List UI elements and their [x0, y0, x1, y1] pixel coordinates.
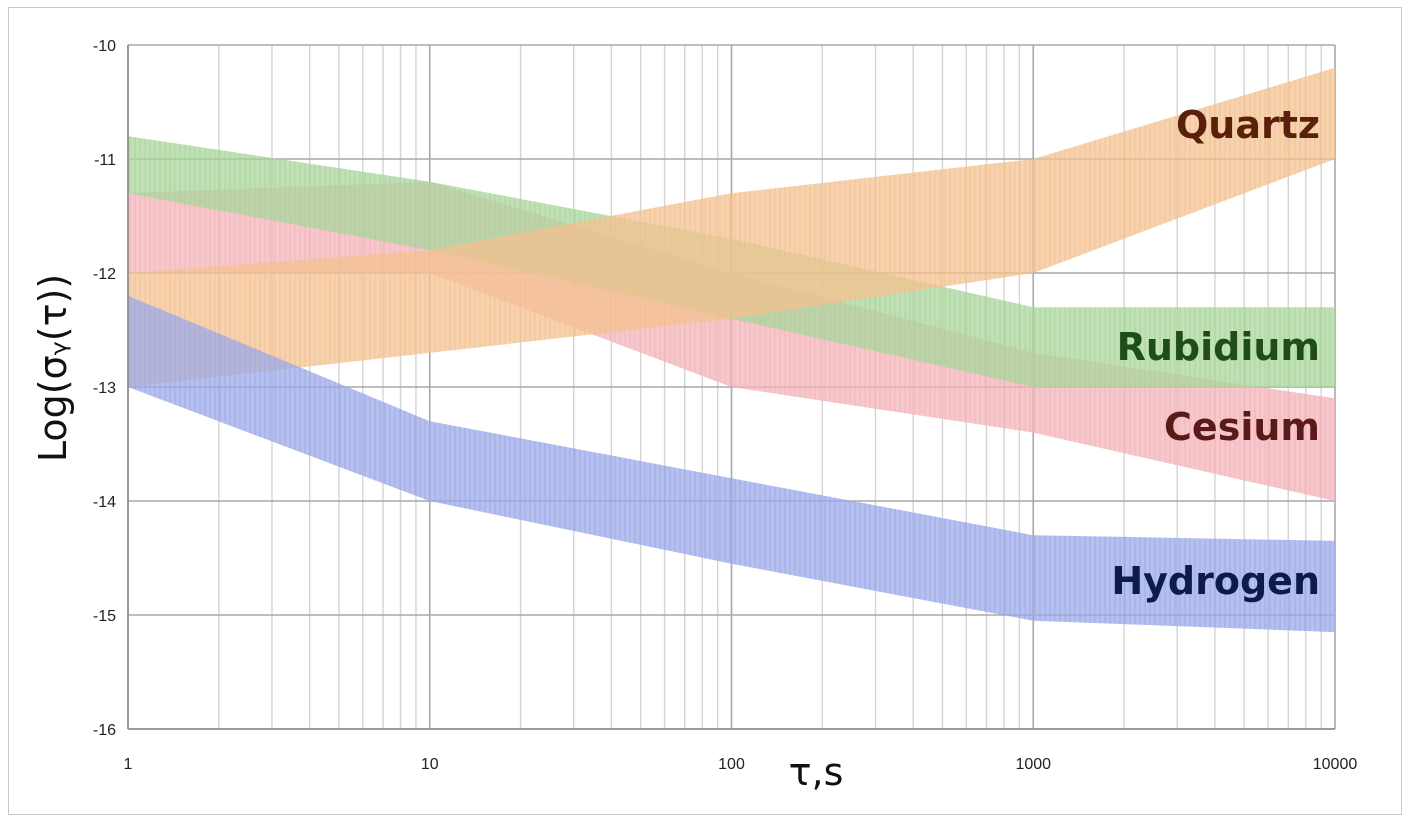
x-tick-label: 1 — [124, 756, 133, 773]
x-axis-title: τ,s — [789, 750, 844, 794]
annotation-quartz: Quartz — [1176, 103, 1320, 147]
hatch-hydrogen — [129, 296, 1331, 632]
band-hydrogen — [128, 295, 1335, 633]
x-tick-label: 100 — [718, 756, 745, 773]
annotation-cesium: Cesium — [1164, 405, 1320, 449]
y-tick-label: -16 — [93, 722, 116, 739]
x-tick-label: 10000 — [1313, 756, 1358, 773]
axes: -10 -11 -12 -13 -14 -15 -16 1 10 100 1000 10000 — [93, 38, 1357, 773]
y-axis-title: Log(σᵧ(τ)) — [31, 274, 75, 462]
band-hatching — [129, 69, 1331, 632]
y-tick-label: -10 — [93, 38, 116, 55]
y-tick-label: -15 — [93, 608, 116, 625]
y-tick-label: -12 — [93, 266, 116, 283]
band-labels: Quartz Rubidium Cesium Hydrogen — [1111, 103, 1320, 603]
y-tick-label: -14 — [93, 494, 116, 511]
x-tick-label: 10 — [421, 756, 439, 773]
y-tick-label: -11 — [94, 152, 116, 169]
annotation-hydrogen: Hydrogen — [1111, 559, 1320, 603]
annotation-rubidium: Rubidium — [1117, 325, 1320, 369]
y-tick-label: -13 — [93, 380, 116, 397]
x-tick-label: 1000 — [1015, 756, 1051, 773]
